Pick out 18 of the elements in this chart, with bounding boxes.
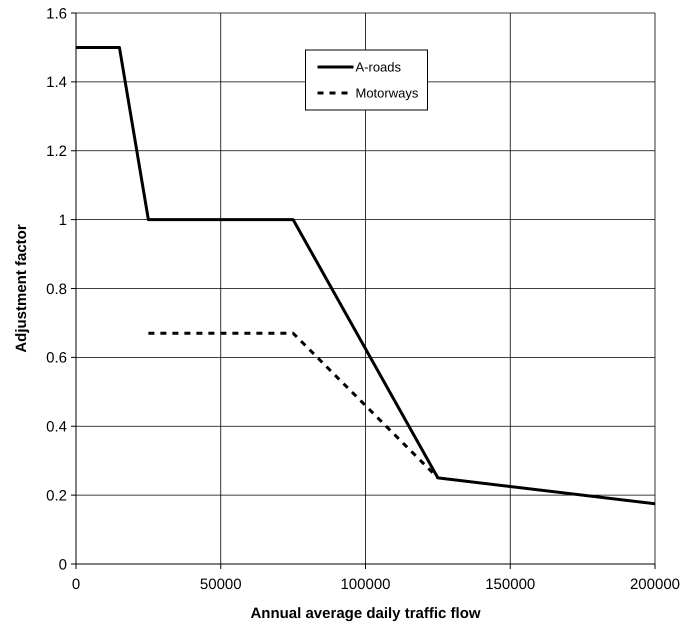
y-axis-title: Adjustment factor xyxy=(13,224,30,353)
y-tick-label: 0.4 xyxy=(46,418,67,436)
x-axis-title: Annual average daily traffic flow xyxy=(250,605,481,622)
y-tick-label: 1.2 xyxy=(46,143,67,160)
x-tick-label: 150000 xyxy=(485,576,536,593)
y-tick-label: 1 xyxy=(58,212,67,229)
x-tick-label: 200000 xyxy=(630,576,680,593)
legend-label: Motorways xyxy=(356,86,419,101)
y-tick-label: 1.4 xyxy=(46,74,67,92)
y-tick-label: 0 xyxy=(58,556,67,574)
y-tick-label: 1.6 xyxy=(46,5,67,22)
legend-label: A-roads xyxy=(356,60,402,75)
y-tick-label: 0.2 xyxy=(46,487,67,504)
y-tick-label: 0.6 xyxy=(46,350,67,367)
x-tick-label: 0 xyxy=(72,576,80,593)
x-tick-label: 50000 xyxy=(200,576,242,593)
x-tick-label: 100000 xyxy=(340,576,391,593)
y-tick-label: 0.8 xyxy=(46,280,67,298)
